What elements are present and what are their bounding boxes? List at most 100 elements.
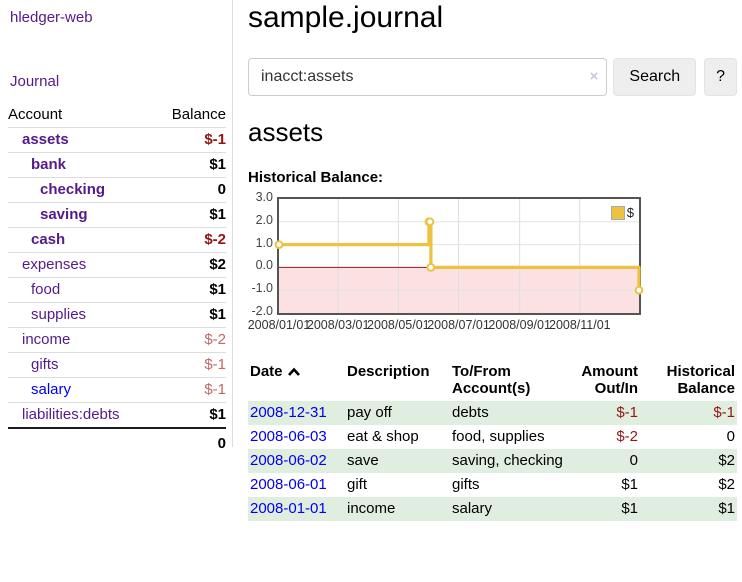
column-header-balance: Historical Balance [640,361,737,401]
account-row: liabilities:debts $1 [8,403,226,429]
column-header-description: Description [345,361,450,401]
account-balance: $2 [209,256,226,273]
search-input[interactable] [248,58,608,96]
account-heading: assets [248,117,324,147]
transaction-description: gift [347,476,368,493]
account-link-expenses[interactable]: expenses [22,256,87,273]
search-form: × Search ? [248,58,737,96]
transaction-accounts: saving, checking [452,452,563,469]
account-row: food $1 [8,278,226,303]
account-row: gifts $-1 [8,353,226,378]
account-link-assets[interactable]: assets [22,131,69,148]
sidebar-item-journal[interactable]: Journal [10,73,60,90]
account-link-liabilities-debts[interactable]: liabilities:debts [22,406,120,423]
transaction-amount: $1 [621,476,638,493]
accounts-table-header: Account Balance [8,103,226,128]
account-link-checking[interactable]: checking [40,181,106,198]
account-link-income[interactable]: income [22,331,71,348]
transaction-date-link[interactable]: 2008-06-02 [250,452,327,469]
transaction-description: pay off [347,404,392,421]
account-balance: 0 [217,181,226,198]
accounts-header-line2: Account(s) [452,380,531,397]
account-row: cash $-2 [8,228,226,253]
clear-search-icon[interactable]: × [589,68,599,85]
transaction-row: 2008-06-03 eat & shop food, supplies $-2… [248,425,737,449]
help-button[interactable]: ? [704,58,737,96]
account-link-saving[interactable]: saving [40,206,88,223]
transaction-accounts: gifts [452,476,480,493]
x-axis-tick-label: 2008/05/01 [367,318,430,332]
chart-legend: $ [610,205,634,220]
account-row: expenses $2 [8,253,226,278]
y-axis-tick-label: 2.0 [255,212,273,227]
account-balance: $1 [209,306,226,323]
transaction-row: 2008-12-31 pay off debts $-1 $-1 [248,401,737,425]
chart-plot-area: $ [274,197,644,315]
brand-link[interactable]: hledger-web [10,9,93,26]
search-button[interactable]: Search [613,58,697,96]
amount-header-line2: Out/In [594,380,638,397]
account-balance: $-2 [204,231,226,248]
transaction-date-link[interactable]: 2008-01-01 [250,500,327,517]
transaction-row: 2008-06-01 gift gifts $1 $2 [248,473,737,497]
balance-header-line2: Balance [677,380,735,397]
x-axis-tick-label: 2008/09/01 [488,318,551,332]
account-balance: $1 [209,156,226,173]
y-axis-tick-label: 1.0 [255,235,273,250]
account-balance: $1 [209,281,226,298]
balance-header-line1: Historical [666,363,735,380]
account-balance: $-1 [204,381,226,398]
account-balance: $-2 [204,331,226,348]
transactions-header-row: Date Description To/From Account(s) Amou… [248,361,737,401]
search-box: × [248,58,608,96]
transaction-accounts: salary [452,500,493,517]
description-header-label: Description [347,363,430,380]
account-balance: $-1 [204,356,226,373]
y-axis-tick-label: 3.0 [255,190,273,204]
chart-title: Historical Balance: [248,169,384,186]
account-row: income $-2 [8,328,226,353]
x-axis-tick-label: 2008/03/01 [306,318,370,332]
column-header-date[interactable]: Date [248,361,345,401]
account-row: saving $1 [8,203,226,228]
transaction-date-link[interactable]: 2008-06-03 [250,428,327,445]
amount-header-line1: Amount [581,363,638,380]
account-link-food[interactable]: food [31,281,61,298]
transaction-balance: $2 [718,452,735,469]
y-axis-tick-label: -1.0 [251,281,273,296]
accounts-header-line1: To/From [452,363,511,380]
transaction-description: save [347,452,379,469]
account-link-cash[interactable]: cash [31,231,66,248]
account-balance: $1 [209,206,226,223]
transaction-amount: 0 [629,452,638,469]
main-content: sample.journal × Search ? assets Histori… [248,0,737,521]
balance-column-header: Balance [171,106,226,123]
transaction-balance: $-1 [713,404,735,421]
historical-balance-chart: 3.0 2.0 1.0 0.0 -1.0 -2.0 $ 2008/01/01 2008/03… [248,190,737,337]
transaction-row: 2008-06-02 save saving, checking 0 $2 [248,449,737,473]
column-header-amount: Amount Out/In [565,361,640,401]
account-link-gifts[interactable]: gifts [31,356,59,373]
x-axis-tick-label: 2008/07/01 [427,318,490,332]
transaction-balance: $1 [718,500,735,517]
account-row: salary $-1 [8,378,226,403]
account-link-salary[interactable]: salary [31,381,72,398]
accounts-total-value: 0 [217,435,226,452]
sidebar: hledger-web Journal Account Balance asse… [0,0,233,452]
transaction-amount: $-1 [616,404,638,421]
account-row: assets $-1 [8,128,226,153]
accounts-total-row: 0 [8,429,226,459]
transaction-balance: 0 [726,428,735,445]
legend-swatch-icon [610,205,625,220]
transaction-amount: $1 [621,500,638,517]
account-row: bank $1 [8,153,226,178]
account-link-supplies[interactable]: supplies [31,306,87,323]
transaction-date-link[interactable]: 2008-06-01 [250,476,327,493]
transaction-date-link[interactable]: 2008-12-31 [250,404,327,421]
transaction-amount: $-2 [616,428,638,445]
account-link-bank[interactable]: bank [31,156,67,173]
column-header-accounts: To/From Account(s) [450,361,565,401]
x-axis-tick-label: 2008/11/01 [548,318,611,332]
transaction-accounts: debts [452,404,489,421]
sort-ascending-icon [287,364,301,381]
